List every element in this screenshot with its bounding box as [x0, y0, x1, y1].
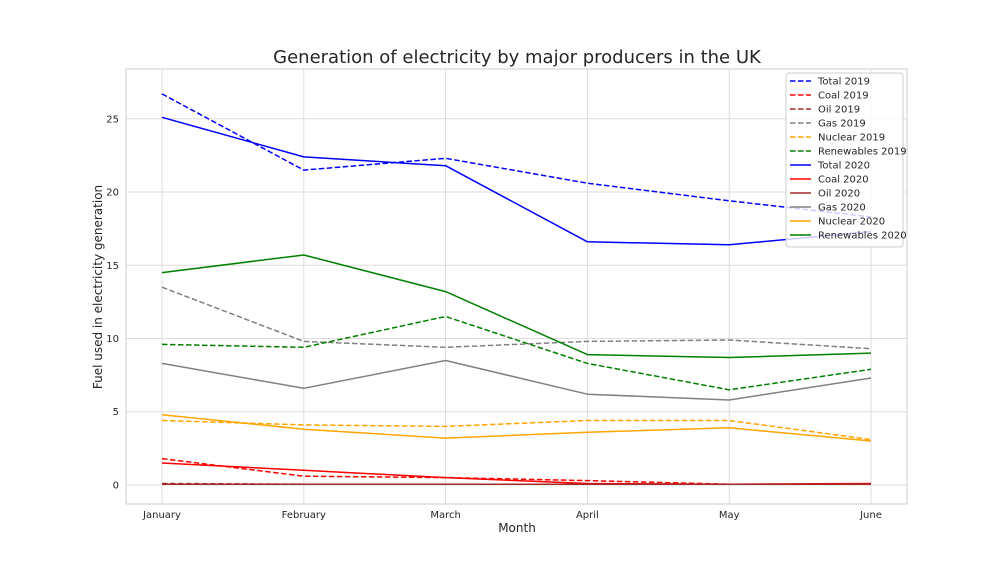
legend-label: Coal 2019 [818, 91, 869, 102]
legend-label: Oil 2020 [818, 189, 860, 200]
x-tick-labels: January February March April May June [142, 510, 882, 521]
series-lines [161, 93, 872, 485]
legend: Total 2019 Coal 2019 Oil 2019 Gas 2019 Nucle… [785, 72, 907, 248]
x-tick-label: January [142, 510, 181, 521]
x-tick-label: February [282, 510, 326, 521]
grid-lines [126, 69, 907, 504]
series-line-renewables-2020 [161, 254, 872, 359]
legend-label: Oil 2019 [818, 105, 860, 116]
legend-label: Renewables 2020 [818, 231, 907, 242]
y-tick-label: 10 [106, 334, 119, 345]
x-tick-label: April [576, 510, 599, 521]
x-axis-label: Month [498, 521, 536, 535]
series-line-total-2020 [161, 116, 872, 246]
legend-label: Nuclear 2020 [818, 217, 885, 228]
x-tick-label: May [719, 510, 740, 521]
y-tick-label: 20 [106, 188, 119, 199]
x-tick-label: March [430, 510, 460, 521]
y-tick-label: 25 [106, 114, 119, 125]
series-line-renewables-2019 [161, 315, 872, 391]
y-tick-label: 0 [113, 480, 119, 491]
chart-title: Generation of electricity by major produ… [273, 47, 762, 68]
legend-box [785, 72, 904, 248]
series-line-gas-2019 [161, 286, 872, 350]
y-tick-labels: 0 5 10 15 20 25 [106, 114, 119, 491]
series-line-gas-2020 [161, 359, 872, 401]
legend-label: Total 2019 [817, 77, 870, 88]
series-line-nuclear-2019 [161, 419, 872, 441]
legend-label: Nuclear 2019 [818, 133, 885, 144]
legend-label: Gas 2019 [818, 119, 866, 130]
series-line-nuclear-2020 [161, 413, 872, 442]
y-axis-label: Fuel used in electricity generation [91, 185, 105, 389]
y-tick-label: 5 [113, 407, 119, 418]
legend-label: Coal 2020 [818, 175, 869, 186]
y-tick-label: 15 [106, 261, 119, 272]
legend-label: Gas 2020 [818, 203, 866, 214]
x-tick-label: June [859, 510, 882, 521]
legend-label: Renewables 2019 [818, 147, 907, 158]
legend-label: Total 2020 [817, 161, 870, 172]
